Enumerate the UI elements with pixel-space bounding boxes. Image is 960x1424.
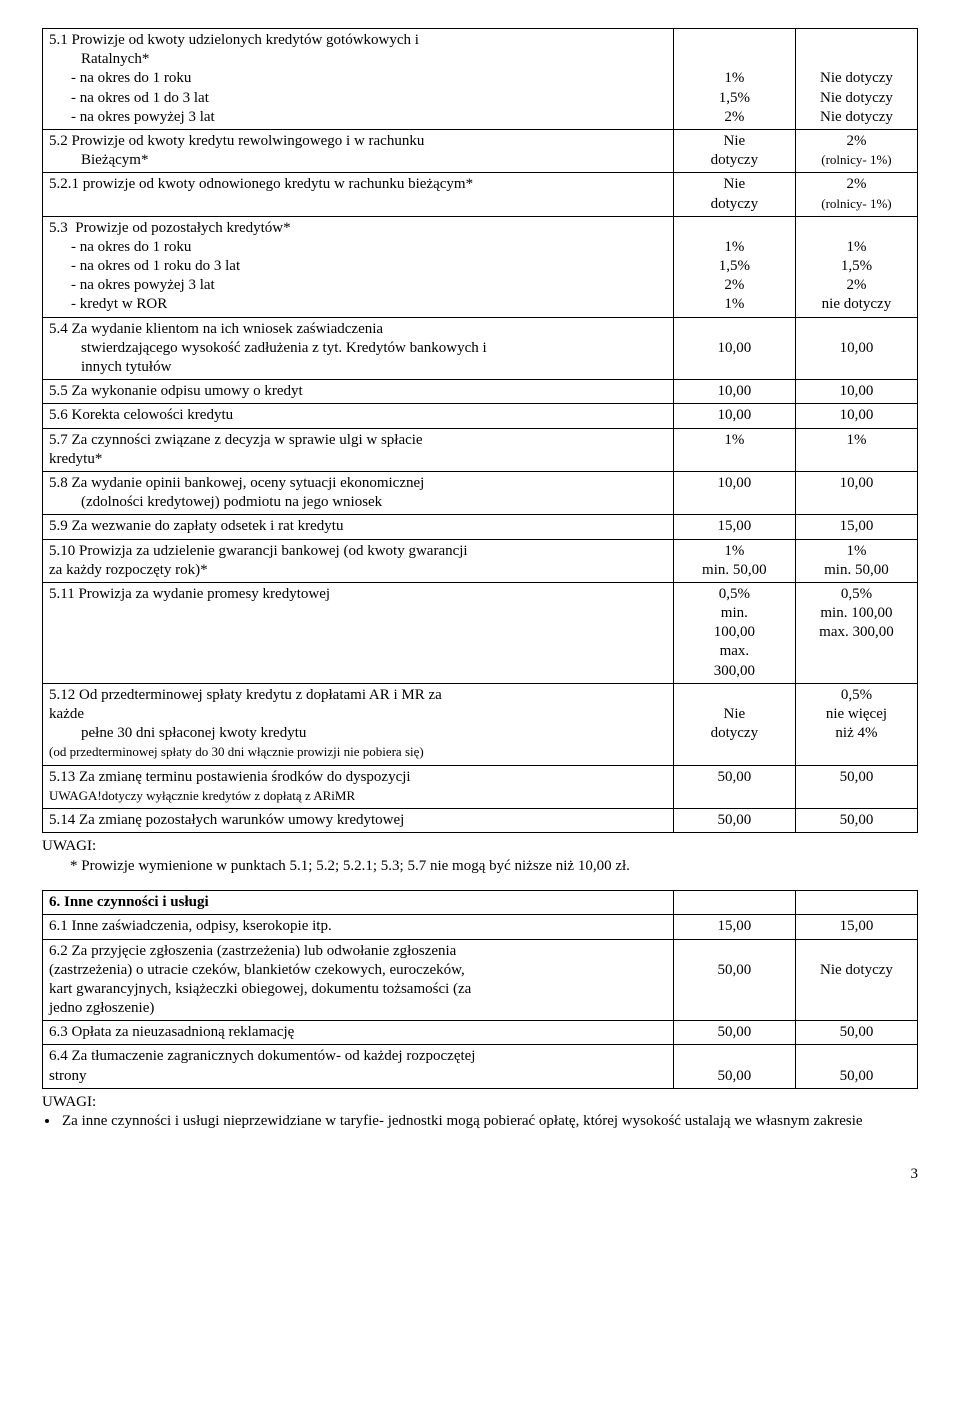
row-desc: 5.11 Prowizja za wydanie promesy kredyto… [43,582,674,683]
row-value-1: 1%1,5%2%1% [673,216,795,317]
row-value-1: 50,00 [673,939,795,1021]
table-row: 5.9 Za wezwanie do zapłaty odsetek i rat… [43,515,918,539]
row-desc: 5.2.1 prowizje od kwoty odnowionego kred… [43,173,674,216]
row-desc: 5.6 Korekta celowości kredytu [43,404,674,428]
row-value-2: 0,5%nie więcejniż 4% [795,683,917,765]
table-row: 6.4 Za tłumaczenie zagranicznych dokumen… [43,1045,918,1088]
row-value-1: 50,00 [673,1045,795,1088]
row-desc: 5.12 Od przedterminowej spłaty kredytu z… [43,683,674,765]
row-desc: 5.10 Prowizja za udzielenie gwarancji ba… [43,539,674,582]
row-value-2: 50,00 [795,808,917,832]
table-row: 5.4 Za wydanie klientom na ich wniosek z… [43,317,918,380]
table-row: 5.7 Za czynności związane z decyzja w sp… [43,428,918,471]
row-desc: 6.2 Za przyjęcie zgłoszenia (zastrzeżeni… [43,939,674,1021]
table-row: 5.6 Korekta celowości kredytu10,0010,00 [43,404,918,428]
table-row: 5.2.1 prowizje od kwoty odnowionego kred… [43,173,918,216]
row-value-1: 10,00 [673,380,795,404]
row-value-1: 1%min. 50,00 [673,539,795,582]
uwagi-5-text: * Prowizje wymienione w punktach 5.1; 5.… [42,857,918,877]
table-row: 5.1 Prowizje od kwoty udzielonych kredyt… [43,29,918,130]
row-value-1: 10,00 [673,471,795,514]
row-value-2: Nie dotyczy [795,939,917,1021]
row-value-2: 15,00 [795,915,917,939]
row-desc: 6.4 Za tłumaczenie zagranicznych dokumen… [43,1045,674,1088]
row-desc: 5.13 Za zmianę terminu postawienia środk… [43,765,674,808]
row-value-1: 15,00 [673,515,795,539]
section-6-header-v2 [795,891,917,915]
row-desc: 6.3 Opłata za nieuzasadnioną reklamację [43,1021,674,1045]
row-value-2: Nie dotyczyNie dotyczyNie dotyczy [795,29,917,130]
row-value-1: 50,00 [673,808,795,832]
row-value-2: 10,00 [795,404,917,428]
row-desc: 6.1 Inne zaświadczenia, odpisy, kserokop… [43,915,674,939]
row-value-1: 1%1,5%2% [673,29,795,130]
row-desc: 5.14 Za zmianę pozostałych warunków umow… [43,808,674,832]
row-value-2: 2%(rolnicy- 1%) [795,129,917,172]
section-6-header-v1 [673,891,795,915]
table-row: 5.3 Prowizje od pozostałych kredytów*- n… [43,216,918,317]
row-value-2: 15,00 [795,515,917,539]
table-row: 5.12 Od przedterminowej spłaty kredytu z… [43,683,918,765]
table-row: 6.1 Inne zaświadczenia, odpisy, kserokop… [43,915,918,939]
row-desc: 5.4 Za wydanie klientom na ich wniosek z… [43,317,674,380]
table-row: 5.13 Za zmianę terminu postawienia środk… [43,765,918,808]
uwagi-5: UWAGI: * Prowizje wymienione w punktach … [42,837,918,876]
row-value-1: 1% [673,428,795,471]
table-row: 6.2 Za przyjęcie zgłoszenia (zastrzeżeni… [43,939,918,1021]
row-value-2: 1%min. 50,00 [795,539,917,582]
row-desc: 5.5 Za wykonanie odpisu umowy o kredyt [43,380,674,404]
row-value-1: Niedotyczy [673,173,795,216]
table-section-5: 5.1 Prowizje od kwoty udzielonych kredyt… [42,28,918,833]
row-value-2: 50,00 [795,1045,917,1088]
row-value-1: 0,5%min.100,00max.300,00 [673,582,795,683]
table-row: 5.10 Prowizja za udzielenie gwarancji ba… [43,539,918,582]
table-row: 6.3 Opłata za nieuzasadnioną reklamację5… [43,1021,918,1045]
row-desc: 5.9 Za wezwanie do zapłaty odsetek i rat… [43,515,674,539]
row-value-1: 10,00 [673,317,795,380]
row-value-2: 2%(rolnicy- 1%) [795,173,917,216]
row-value-1: 50,00 [673,765,795,808]
row-desc: 5.8 Za wydanie opinii bankowej, oceny sy… [43,471,674,514]
section-6-header: 6. Inne czynności i usługi [43,891,674,915]
row-value-2: 1%1,5%2%nie dotyczy [795,216,917,317]
row-value-2: 0,5%min. 100,00max. 300,00 [795,582,917,683]
row-value-1: 15,00 [673,915,795,939]
row-desc: 5.2 Prowizje od kwoty kredytu rewolwingo… [43,129,674,172]
uwagi-6-bullet: Za inne czynności i usługi nieprzewidzia… [60,1112,918,1132]
table-row: 5.5 Za wykonanie odpisu umowy o kredyt10… [43,380,918,404]
table-section-6: 6. Inne czynności i usługi 6.1 Inne zaśw… [42,890,918,1089]
table-row: 5.14 Za zmianę pozostałych warunków umow… [43,808,918,832]
row-desc: 5.1 Prowizje od kwoty udzielonych kredyt… [43,29,674,130]
uwagi-5-label: UWAGI: [42,838,96,854]
table-row: 5.8 Za wydanie opinii bankowej, oceny sy… [43,471,918,514]
row-value-1: 10,00 [673,404,795,428]
row-value-1: 50,00 [673,1021,795,1045]
row-value-2: 10,00 [795,380,917,404]
row-value-2: 10,00 [795,471,917,514]
table-row: 5.2 Prowizje od kwoty kredytu rewolwingo… [43,129,918,172]
table-row: 5.11 Prowizja za wydanie promesy kredyto… [43,582,918,683]
uwagi-6-label: UWAGI: [42,1094,96,1110]
row-value-2: 50,00 [795,1021,917,1045]
row-value-2: 10,00 [795,317,917,380]
uwagi-6: UWAGI: Za inne czynności i usługi nieprz… [42,1093,918,1132]
row-value-2: 50,00 [795,765,917,808]
row-desc: 5.7 Za czynności związane z decyzja w sp… [43,428,674,471]
row-desc: 5.3 Prowizje od pozostałych kredytów*- n… [43,216,674,317]
page-number: 3 [42,1166,918,1183]
row-value-1: Niedotyczy [673,683,795,765]
row-value-1: Niedotyczy [673,129,795,172]
row-value-2: 1% [795,428,917,471]
